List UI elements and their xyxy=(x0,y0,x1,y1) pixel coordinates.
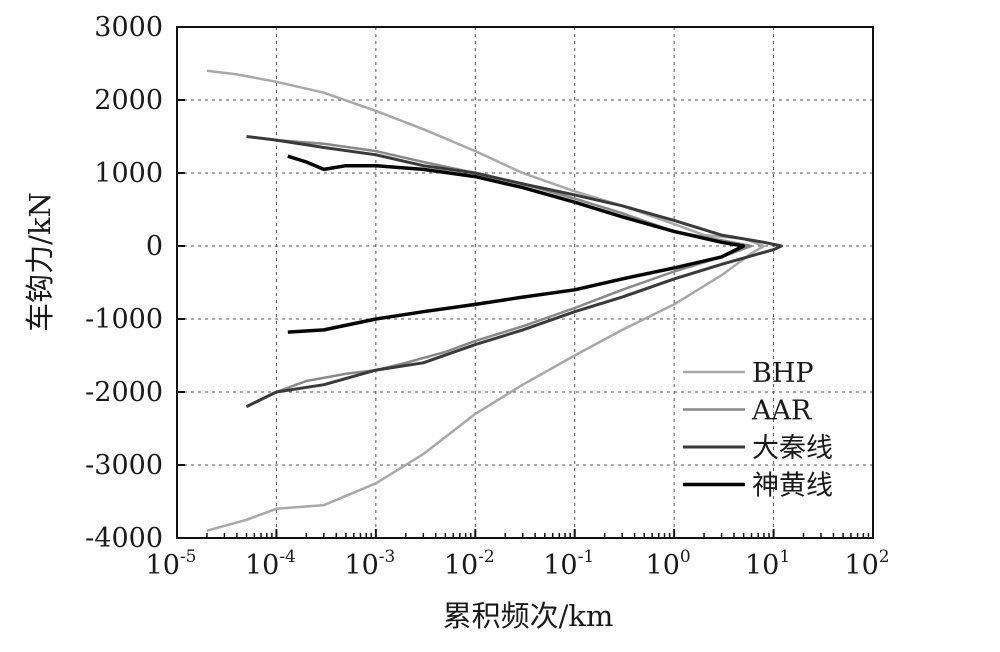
x-tick-label: 10-3 xyxy=(344,547,395,581)
x-tick-label: 10-1 xyxy=(543,547,594,581)
y-tick-label: 1000 xyxy=(94,158,163,189)
x-tick-base: 10 xyxy=(245,550,279,581)
x-tick-base: 10 xyxy=(146,550,180,581)
x-tick-label: 102 xyxy=(844,547,889,581)
x-tick-exponent: -3 xyxy=(379,547,396,567)
series-line-0 xyxy=(206,69,766,532)
x-tick-exponent: -5 xyxy=(180,547,197,567)
series-lines xyxy=(206,69,783,532)
x-tick-label: 10-4 xyxy=(245,547,296,581)
x-tick-base: 10 xyxy=(745,550,779,581)
y-tick-labels: 3000 2000 1000 0 -1000 -2000 -3000 -4000 xyxy=(85,12,163,554)
legend-label: BHP xyxy=(752,358,814,389)
y-tick-label: 0 xyxy=(146,231,163,262)
legend-label: AAR xyxy=(751,396,812,427)
legend-label: 神黄线 xyxy=(752,471,833,502)
legend-label: 大秦线 xyxy=(752,433,833,464)
y-tick-label: -3000 xyxy=(85,450,163,481)
y-axis-label: 车钩力/kN xyxy=(23,192,57,332)
x-tick-label: 10-2 xyxy=(444,547,495,581)
y-tick-label: 3000 xyxy=(94,12,163,43)
x-tick-label: 100 xyxy=(646,547,691,581)
x-tick-exponent: 0 xyxy=(680,547,691,567)
y-tick-label: -1000 xyxy=(85,304,163,335)
tick-marks xyxy=(176,26,874,539)
x-tick-labels: 10-5 10-4 10-3 10-2 10-1 100 101 102 xyxy=(146,547,890,581)
y-tick-label: -4000 xyxy=(85,523,163,554)
x-tick-base: 10 xyxy=(344,550,378,581)
x-tick-exponent: 1 xyxy=(779,547,790,567)
x-tick-base: 10 xyxy=(646,550,680,581)
series-line-3 xyxy=(287,154,746,334)
x-tick-label: 10-5 xyxy=(146,547,197,581)
x-tick-exponent: -1 xyxy=(578,547,595,567)
x-tick-exponent: -2 xyxy=(478,547,495,567)
y-tick-label: 2000 xyxy=(94,85,163,116)
series-line-2 xyxy=(245,135,783,408)
x-tick-base: 10 xyxy=(444,550,478,581)
plot-frame xyxy=(176,26,874,539)
x-tick-base: 10 xyxy=(844,550,878,581)
x-tick-exponent: -4 xyxy=(279,547,296,567)
x-tick-label: 101 xyxy=(745,547,790,581)
x-axis-label: 累积频次/km xyxy=(443,599,614,633)
x-tick-base: 10 xyxy=(543,550,577,581)
x-tick-exponent: 2 xyxy=(879,547,890,567)
y-tick-label: -2000 xyxy=(85,377,163,408)
